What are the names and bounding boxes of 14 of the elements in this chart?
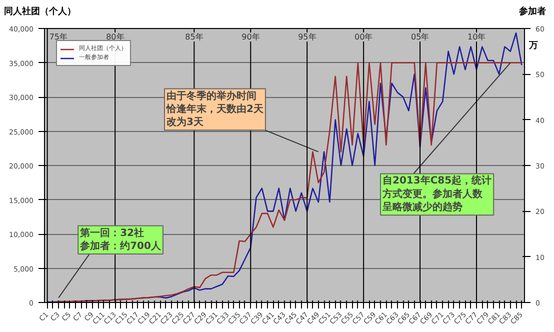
ref-line-label: 95年 [298, 32, 316, 42]
ref-line-label: 75年 [49, 32, 68, 42]
ref-line-label: 00年 [354, 32, 373, 42]
annotation: 第一回：32社参加者：约700人 [79, 226, 162, 252]
annotation: 自2013年C85起，统计方式变更。参加者人数呈略微减少的趋势 [382, 174, 492, 214]
ref-line-label: 10年 [468, 32, 486, 42]
ref-line-label: 90年 [242, 32, 260, 42]
text: 万 [529, 40, 538, 53]
ref-line-label: 80年 [106, 32, 124, 42]
ref-line-label: 85年 [185, 32, 204, 42]
ref-line-label: 05年 [411, 32, 430, 42]
y2-axis-title: 参加者 [519, 6, 546, 19]
annotation: 由于冬季的举办时间恰逢年末，天数由2天改为3天 [166, 90, 264, 128]
y-axis-title: 同人社团（个人） [4, 6, 76, 19]
